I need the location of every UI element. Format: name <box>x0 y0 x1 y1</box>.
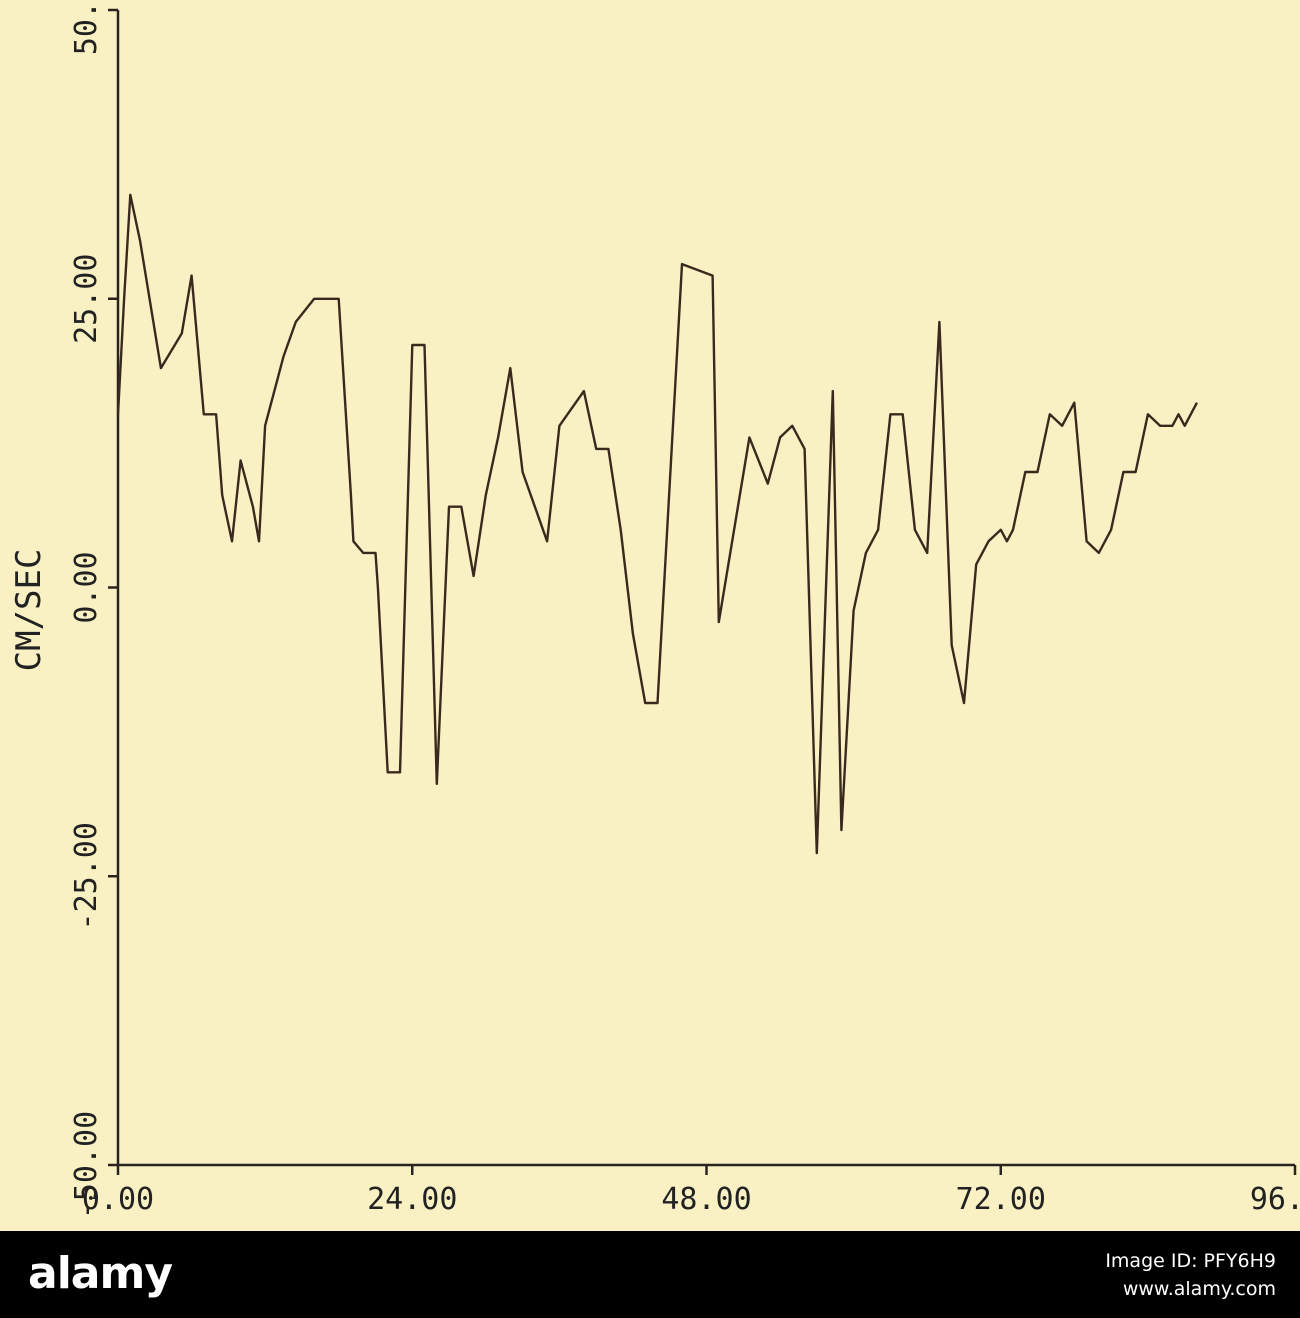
y-tick-label: 0.00 <box>69 551 104 623</box>
y-tick-label: 25.00 <box>69 254 104 344</box>
tick-labels: -50.00 -25.00 0.00 25.00 50.00 0.00 24.00 48.00… <box>69 0 1300 1219</box>
x-tick-label: 24.00 <box>367 1182 457 1217</box>
watermark-logo: alamy <box>28 1248 173 1299</box>
x-tick-label: 72.00 <box>956 1182 1046 1217</box>
y-tick-label: -25.00 <box>69 822 104 930</box>
line-chart: -50.00 -25.00 0.00 25.00 50.00 0.00 24.00 48.00… <box>9 0 1300 1219</box>
watermark-url: www.alamy.com <box>1122 1278 1276 1300</box>
axes <box>116 10 1295 1167</box>
watermark-image-id: Image ID: PFY6H9 <box>1105 1250 1276 1272</box>
x-tick-label: 96.00 <box>1250 1182 1300 1217</box>
ticks <box>108 8 1297 1175</box>
y-tick-label: -50.00 <box>69 1111 104 1219</box>
y-tick-label: 50.00 <box>69 0 104 55</box>
y-axis-label: CM/SEC <box>9 549 49 672</box>
series-layer <box>116 193 1198 855</box>
watermark-bar <box>0 1231 1300 1318</box>
x-tick-label: 48.00 <box>661 1182 751 1217</box>
x-tick-label: 0.00 <box>82 1182 154 1217</box>
series-line <box>116 193 1198 855</box>
